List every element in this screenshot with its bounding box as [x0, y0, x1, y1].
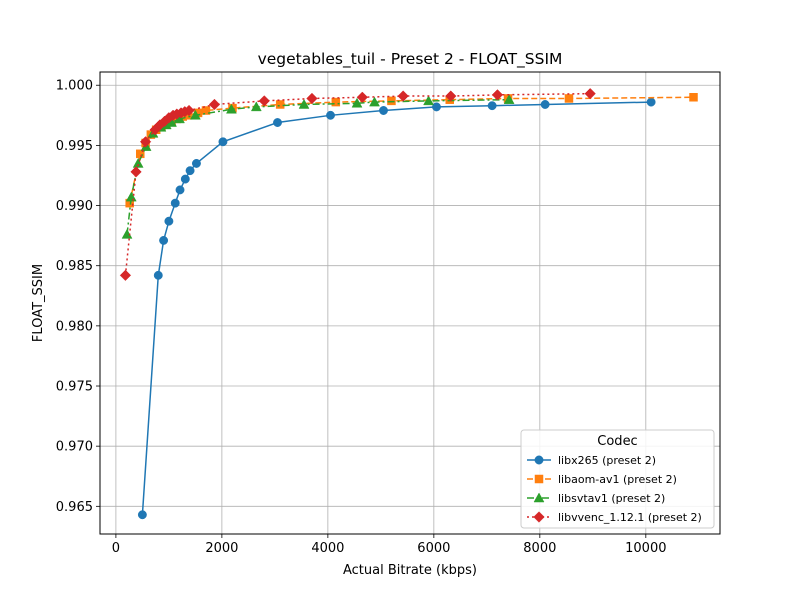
data-point: [180, 174, 190, 184]
data-point: [369, 96, 380, 107]
data-point: [445, 90, 457, 102]
data-point: [331, 97, 341, 107]
data-point: [153, 270, 163, 280]
legend-title: Codec: [597, 434, 637, 449]
data-point: [379, 106, 388, 115]
y-tick-label: 0.995: [56, 139, 93, 154]
series-libsvtav1-preset-2: [121, 94, 515, 239]
data-point: [185, 166, 195, 176]
y-tick-label: 0.965: [56, 500, 93, 515]
data-point: [258, 95, 270, 107]
data-point: [139, 136, 152, 148]
data-point: [646, 97, 656, 107]
data-point: [491, 89, 504, 101]
series-libvvenc-1-12-1-preset-2: [119, 88, 596, 281]
legend-entry: libaom-av1 (preset 2): [527, 473, 677, 486]
legend-entry: libsvtav1 (preset 2): [527, 492, 665, 505]
data-point: [189, 109, 201, 120]
y-tick-label: 0.975: [56, 380, 93, 395]
data-point: [201, 106, 211, 115]
data-point: [130, 166, 142, 178]
data-point: [298, 98, 310, 109]
legend-label: libaom-av1 (preset 2): [558, 473, 677, 486]
data-point: [208, 98, 221, 111]
legend-entry: libx265 (preset 2): [527, 454, 656, 467]
x-tick-label: 8000: [523, 541, 556, 556]
data-point: [326, 110, 335, 120]
x-tick-label: 6000: [417, 541, 450, 556]
grid-lines: [100, 72, 720, 534]
legend-label: libsvtav1 (preset 2): [558, 492, 665, 505]
data-point: [170, 198, 180, 208]
data-point: [306, 92, 318, 105]
data-point: [423, 95, 434, 106]
y-axis-label: FLOAT_SSIM: [31, 264, 46, 342]
x-tick-label: 0: [112, 541, 120, 556]
data-point: [175, 185, 185, 195]
series-libx265-preset-2: [137, 97, 656, 520]
y-tick-label: 0.970: [56, 440, 93, 455]
data-point: [387, 96, 396, 106]
data-point: [218, 137, 228, 147]
legend-marker: [533, 511, 545, 523]
chart-title: vegetables_tuil - Preset 2 - FLOAT_SSIM: [258, 50, 563, 69]
legend-entry: libvvenc_1.12.1 (preset 2): [527, 511, 702, 524]
data-point: [432, 102, 441, 112]
data-point: [689, 93, 698, 102]
plot-frame: [99, 71, 721, 535]
data-point: [164, 216, 174, 226]
legend-marker: [534, 455, 544, 465]
x-tick-label: 2000: [205, 541, 238, 556]
y-tick-label: 0.990: [56, 199, 93, 214]
x-tick-label: 4000: [311, 541, 344, 556]
legend-marker: [533, 492, 545, 503]
data-point: [137, 510, 147, 520]
x-axis-label: Actual Bitrate (kbps): [343, 563, 477, 578]
ticks: 0 2000 4000 6000 8000 10000 0.965 0.970 0.975 0.9…: [56, 79, 667, 556]
y-tick-label: 1.000: [56, 79, 93, 94]
y-tick-label: 0.985: [56, 259, 93, 274]
data-point: [584, 88, 596, 100]
legend-box: [520, 429, 715, 529]
data-point: [119, 269, 132, 281]
legend-label: libvvenc_1.12.1 (preset 2): [558, 511, 702, 524]
data-point: [397, 90, 409, 102]
data-point: [159, 235, 169, 245]
x-tick-label: 10000: [625, 541, 666, 556]
data-point: [351, 97, 363, 108]
data-point: [564, 94, 574, 103]
data-point: [275, 100, 285, 109]
legend-label: libx265 (preset 2): [558, 454, 656, 467]
data-point: [191, 158, 201, 168]
data-point: [225, 103, 237, 114]
legend-entries: libx265 (preset 2) libaom-av1 (preset 2) l…: [527, 454, 702, 524]
data-point: [540, 100, 550, 109]
y-tick-label: 0.980: [56, 319, 93, 334]
data-point: [487, 101, 497, 111]
data-point: [356, 91, 368, 103]
legend: Codec libx265 (preset 2) libaom-av1 (pres…: [520, 429, 715, 529]
data-point: [132, 157, 144, 168]
legend-marker: [534, 474, 544, 484]
series-layer: [119, 88, 698, 520]
data-point: [250, 101, 262, 112]
data-point: [273, 118, 282, 127]
data-point: [503, 94, 515, 104]
data-point: [183, 104, 195, 117]
